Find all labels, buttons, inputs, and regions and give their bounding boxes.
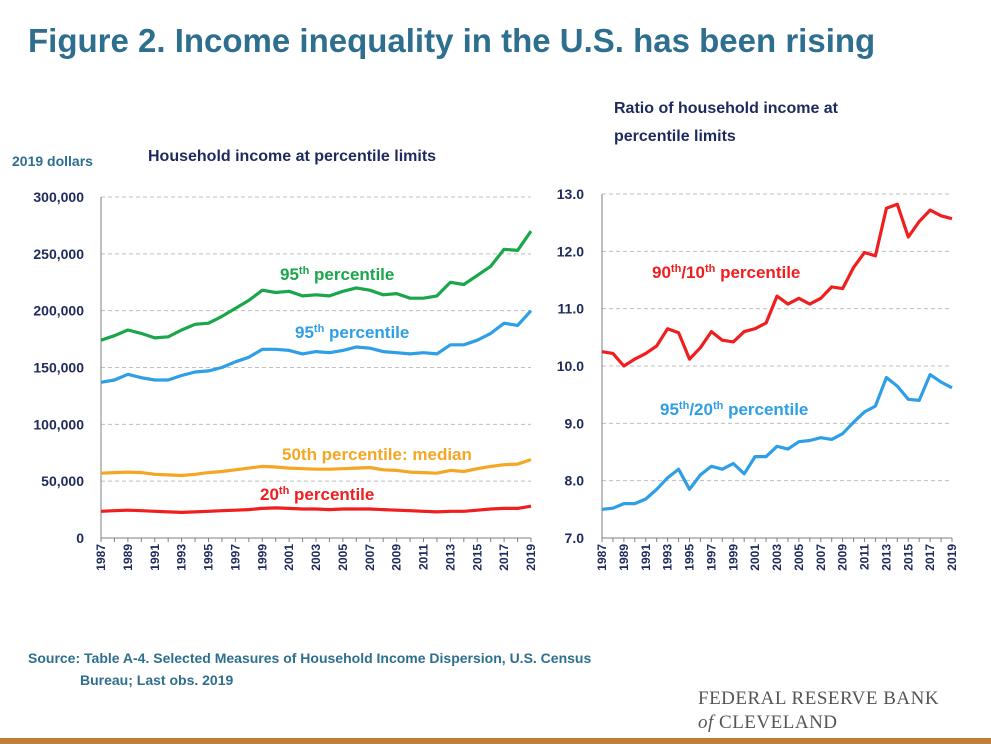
bottom-accent-bar xyxy=(0,738,991,744)
left-y-axis-label: 2019 dollars xyxy=(12,153,93,169)
series-line-1 xyxy=(601,202,953,368)
fed-logo-line1: FEDERAL RESERVE BANK xyxy=(698,688,940,709)
x-tick-label: 1995 xyxy=(202,544,216,571)
series-line-1 xyxy=(100,230,533,342)
y-tick-label: 0 xyxy=(76,530,84,546)
series-label-1: 95th percentile xyxy=(280,265,394,284)
x-tick-label: 2007 xyxy=(363,544,377,571)
series-line-2 xyxy=(100,309,533,384)
series-label-1: 90th/10th percentile xyxy=(652,263,800,282)
x-tick-label: 2017 xyxy=(923,544,937,571)
x-tick-label: 2013 xyxy=(879,544,893,571)
x-tick-label: 2019 xyxy=(524,544,538,571)
x-tick-label: 2001 xyxy=(748,544,762,571)
y-tick-label: 13.0 xyxy=(557,186,584,202)
x-tick-label: 1991 xyxy=(639,544,653,571)
y-tick-label: 250,000 xyxy=(33,246,84,262)
y-tick-label: 50,000 xyxy=(41,473,84,489)
x-tick-label: 1991 xyxy=(148,544,162,571)
x-tick-label: 2011 xyxy=(417,544,431,570)
y-tick-label: 10.0 xyxy=(557,358,584,374)
x-tick-label: 1997 xyxy=(228,544,242,571)
series-label-3: 50th percentile: median xyxy=(282,445,472,464)
chart-1: 0 50,000 100,000 150,000 200,000 250,000 300,0… xyxy=(33,189,538,571)
y-tick-label: 12.0 xyxy=(557,243,584,259)
x-tick-label: 2009 xyxy=(390,544,404,571)
y-tick-label: 7.0 xyxy=(565,530,585,546)
figure-title: Figure 2. Income inequality in the U.S. … xyxy=(28,22,876,59)
series-line-3 xyxy=(100,458,532,478)
x-tick-label: 1999 xyxy=(726,544,740,571)
chart-2: 7.0 8.0 9.0 10.0 11.0 12.0 13.0 1987 1989 1991 199… xyxy=(557,186,959,571)
x-tick-label: 1989 xyxy=(617,544,631,571)
source-note-line1: Source: Table A-4. Selected Measures of … xyxy=(28,650,592,666)
y-tick-label: 11.0 xyxy=(558,301,585,317)
series-label-4: 20th percentile xyxy=(260,485,374,504)
fed-logo-city: CLEVELAND xyxy=(719,712,838,733)
y-tick-label: 8.0 xyxy=(565,473,585,489)
x-tick-label: 1997 xyxy=(704,544,718,571)
x-tick-label: 1993 xyxy=(175,544,189,571)
x-tick-label: 2013 xyxy=(443,544,457,571)
y-tick-label: 150,000 xyxy=(33,360,84,376)
x-tick-label: 2009 xyxy=(836,544,850,571)
x-tick-label: 2003 xyxy=(309,544,323,571)
y-tick-label: 100,000 xyxy=(33,416,84,432)
fed-logo-of: of xyxy=(698,712,714,733)
x-tick-label: 2007 xyxy=(814,544,828,571)
x-tick-label: 2001 xyxy=(282,544,296,571)
x-tick-label: 2005 xyxy=(336,544,350,571)
right-chart-title-line2: percentile limits xyxy=(614,128,736,145)
x-tick-label: 2015 xyxy=(901,544,915,571)
series-line-4 xyxy=(100,504,532,515)
source-note-line2: Bureau; Last obs. 2019 xyxy=(80,672,234,688)
y-tick-label: 300,000 xyxy=(33,189,84,205)
x-tick-label: 1987 xyxy=(94,544,108,571)
x-tick-label: 2019 xyxy=(945,544,959,571)
x-tick-label: 2011 xyxy=(858,544,872,570)
series-label-2: 95th percentile xyxy=(295,323,409,342)
x-tick-label: 1995 xyxy=(683,544,697,571)
x-tick-label: 1987 xyxy=(595,544,609,571)
x-tick-label: 2005 xyxy=(792,544,806,571)
y-tick-label: 9.0 xyxy=(565,415,585,431)
x-tick-label: 1993 xyxy=(661,544,675,571)
x-tick-label: 2017 xyxy=(497,544,511,571)
x-tick-label: 1999 xyxy=(255,544,269,571)
x-tick-label: 1989 xyxy=(121,544,135,571)
x-tick-label: 2003 xyxy=(770,544,784,571)
left-chart-title: Household income at percentile limits xyxy=(148,148,437,165)
right-chart-title-line1: Ratio of household income at xyxy=(614,100,839,117)
series-line-2 xyxy=(601,373,953,511)
x-tick-label: 2015 xyxy=(470,544,484,571)
y-tick-label: 200,000 xyxy=(33,303,84,319)
fed-logo-line2: of CLEVELAND xyxy=(698,712,838,734)
series-label-2: 95th/20th percentile xyxy=(660,400,808,419)
